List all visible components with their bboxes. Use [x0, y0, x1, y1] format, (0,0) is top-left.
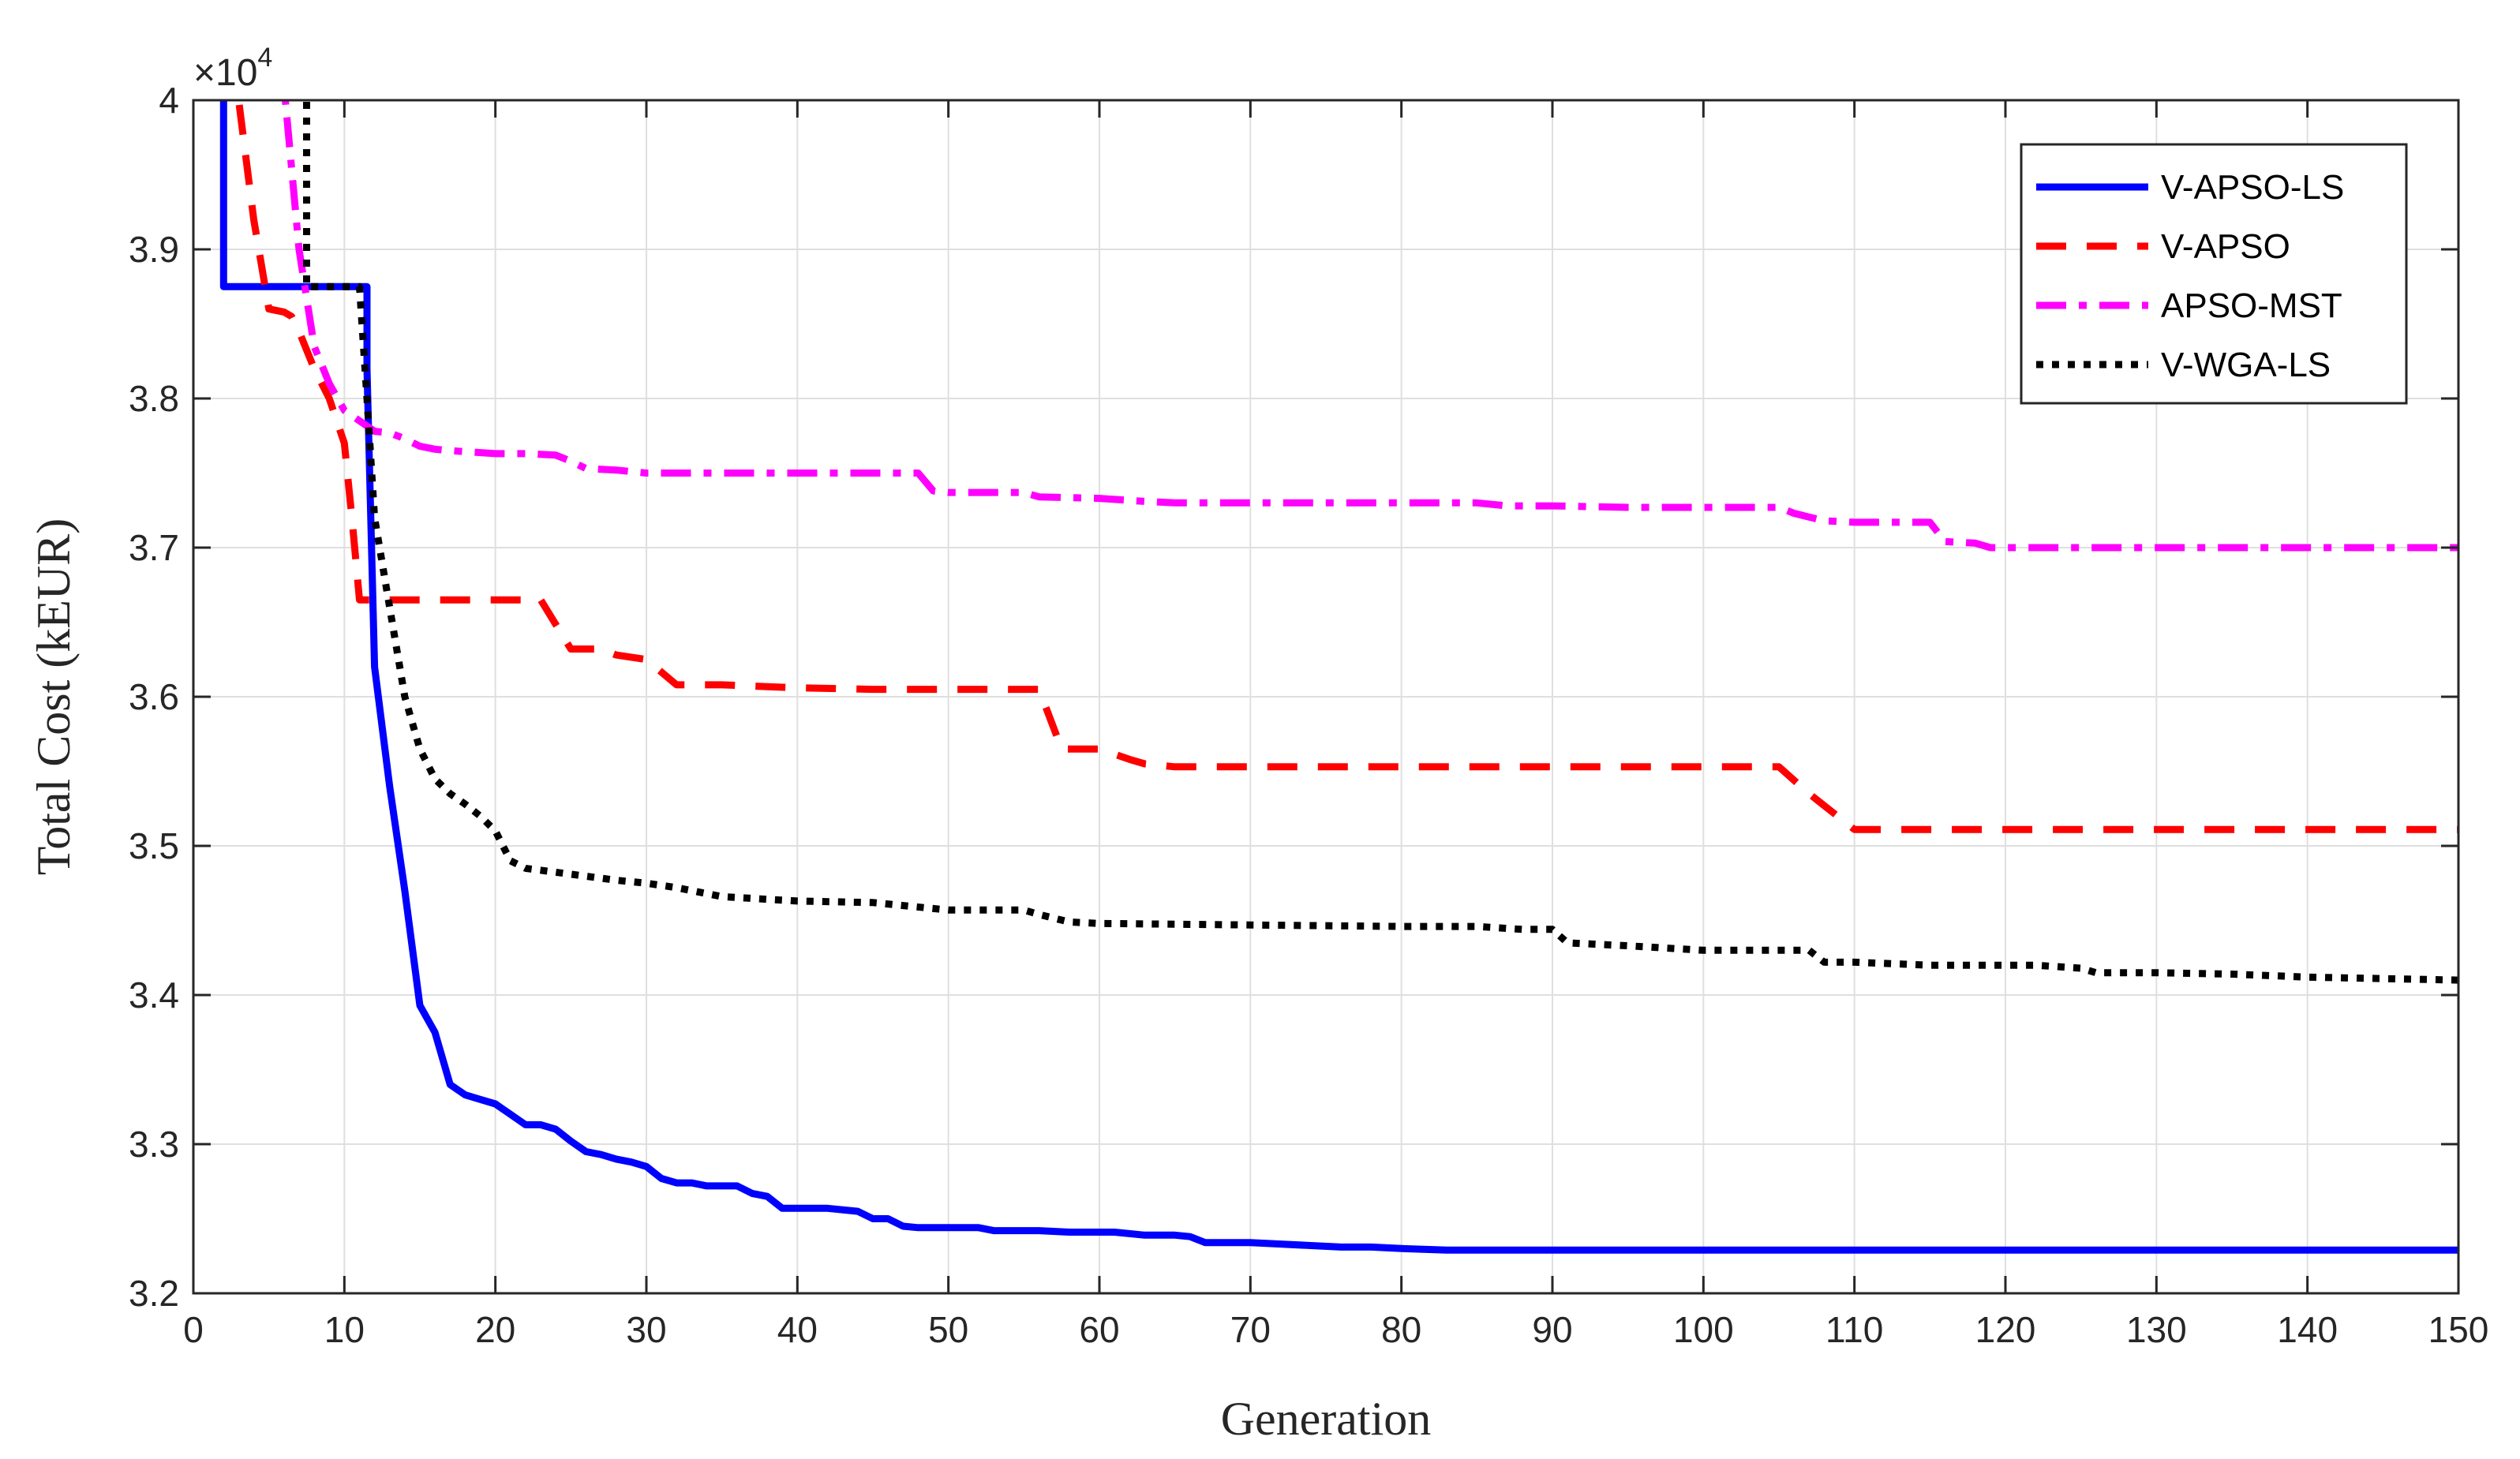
x-tick-label: 70	[1230, 1309, 1271, 1350]
x-tick-label: 10	[324, 1309, 365, 1350]
series-line-v-apso-ls	[219, 100, 2458, 1254]
multiplier-base: ×10	[193, 52, 257, 94]
x-tick-label: 60	[1079, 1309, 1119, 1350]
x-tick-label: 40	[777, 1309, 818, 1350]
y-axis-ticks: 3.2 3.3 3.4 3.5 3.6 3.7 3.8 3.9 4	[129, 80, 2458, 1314]
x-tick-label: 0	[183, 1309, 204, 1350]
x-tick-label: 90	[1532, 1309, 1572, 1350]
series-lines	[219, 100, 2458, 1254]
x-tick-label: 140	[2277, 1309, 2338, 1350]
x-tick-label: 110	[1825, 1309, 1883, 1350]
x-tick-label: 20	[475, 1309, 515, 1350]
y-tick-label: 3.9	[129, 229, 179, 270]
y-tick-label: 3.2	[129, 1273, 179, 1314]
legend-label-v-wga-ls: V-WGA-LS	[2161, 346, 2331, 384]
x-tick-label: 50	[928, 1309, 968, 1350]
y-axis-title: Total Cost (kEUR)	[28, 518, 80, 875]
y-tick-label: 3.6	[129, 676, 179, 717]
y-tick-label: 4	[159, 80, 179, 121]
y-tick-label: 3.4	[129, 975, 179, 1016]
y-tick-label: 3.7	[129, 527, 179, 568]
x-axis-title: Generation	[1221, 1393, 1432, 1445]
x-tick-label: 150	[2428, 1309, 2489, 1350]
legend-items: V-APSO-LS V-APSO APSO-MST V-WGA-LS	[2036, 168, 2344, 384]
x-axis-ticks: 0 10 20 30 40 50 60 70 80 90 100 110 120 130 140 150	[183, 100, 2488, 1350]
legend-label-v-apso-ls: V-APSO-LS	[2161, 168, 2344, 207]
x-tick-label: 100	[1673, 1309, 1734, 1350]
y-tick-label: 3.3	[129, 1124, 179, 1165]
legend-label-v-apso: V-APSO	[2161, 227, 2290, 266]
x-tick-label: 130	[2126, 1309, 2187, 1350]
y-axis-multiplier: ×104	[193, 43, 272, 94]
y-tick-label: 3.5	[129, 825, 179, 866]
y-tick-label: 3.8	[129, 378, 179, 419]
x-tick-label: 120	[1975, 1309, 2036, 1350]
series-line-v-apso	[234, 100, 2458, 833]
x-tick-label: 30	[626, 1309, 666, 1350]
legend-label-apso-mst: APSO-MST	[2161, 286, 2342, 325]
multiplier-exponent: 4	[257, 43, 272, 73]
x-tick-label: 80	[1381, 1309, 1421, 1350]
legend: V-APSO-LS V-APSO APSO-MST V-WGA-LS	[2020, 143, 2408, 405]
